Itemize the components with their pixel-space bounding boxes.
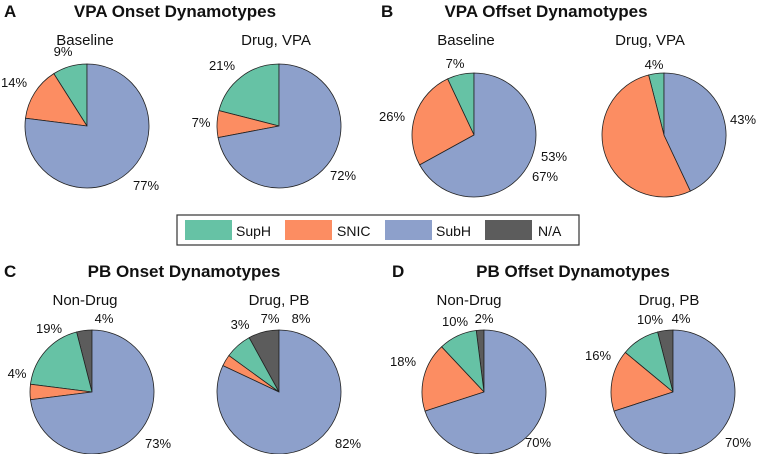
panel-c-title: PB Onset Dynamotypes	[88, 262, 281, 281]
panel-b-letter: B	[381, 2, 393, 21]
pct-label: 9%	[54, 44, 73, 59]
panel-b: B VPA Offset Dynamotypes Baseline Drug, …	[379, 2, 756, 198]
panel-d-pie2-subtitle: Drug, PB	[639, 292, 700, 309]
pie-slice-subh	[216, 329, 342, 454]
pie-slice-suph	[30, 331, 93, 393]
legend-label-subh: SubH	[436, 223, 471, 239]
pct-label: 19%	[36, 321, 62, 336]
pie-slice-subh	[419, 72, 537, 198]
legend-swatch-subh	[385, 220, 432, 240]
pct-label: 16%	[585, 348, 611, 363]
pct-label: 21%	[209, 58, 235, 73]
pie-d-drug	[610, 329, 736, 454]
pct-label: 43%	[730, 112, 756, 127]
pct-label: 14%	[1, 75, 27, 90]
legend-label-na: N/A	[538, 223, 562, 239]
legend: SupH SNIC SubH N/A	[176, 214, 580, 246]
pct-label: 3%	[231, 317, 250, 332]
panel-b-title: VPA Offset Dynamotypes	[444, 2, 647, 21]
pct-label: 4%	[645, 57, 664, 72]
pie-c-drug	[216, 329, 342, 454]
legend-swatch-suph	[185, 220, 232, 240]
pie-c-nondrug	[29, 329, 155, 454]
pct-label: 70%	[525, 435, 551, 450]
pie-b-drug	[601, 72, 727, 198]
pie-slice-subh	[217, 63, 342, 189]
pie-slice-subh	[613, 329, 736, 454]
pct-label: 7%	[192, 115, 211, 130]
pct-label: 73%	[145, 436, 171, 451]
panel-a-title: VPA Onset Dynamotypes	[74, 2, 276, 21]
panel-d-letter: D	[392, 262, 404, 281]
pie-slice-subh	[30, 329, 155, 454]
panel-c-pie1-subtitle: Non-Drug	[52, 292, 117, 309]
panel-c-letter: C	[4, 262, 16, 281]
pie-a-baseline	[24, 63, 150, 189]
panel-a-letter: A	[4, 2, 16, 21]
panel-b-pie1-subtitle: Baseline	[437, 32, 495, 49]
pct-label: 18%	[390, 354, 416, 369]
pct-label: 67%	[532, 169, 558, 184]
pie-slice-snic	[25, 73, 88, 127]
pct-label: 4%	[672, 311, 691, 326]
legend-label-snic: SNIC	[337, 223, 370, 239]
legend-swatch-na	[485, 220, 532, 240]
pct-label: 77%	[133, 178, 159, 193]
pct-label: 26%	[379, 109, 405, 124]
panel-c-pie2-subtitle: Drug, PB	[249, 292, 310, 309]
panel-c: C PB Onset Dynamotypes Non-Drug Drug, PB…	[4, 262, 361, 454]
pct-label: 82%	[335, 436, 361, 451]
panel-a: A VPA Onset Dynamotypes Baseline Drug, V…	[1, 2, 356, 193]
pie-slice-snic	[421, 346, 485, 412]
pie-slice-subh	[24, 63, 150, 189]
pie-slice-snic	[610, 351, 674, 412]
pie-b-baseline	[411, 72, 537, 198]
pct-label: 2%	[475, 311, 494, 326]
pie-slice-suph	[218, 63, 280, 127]
legend-swatch-snic	[285, 220, 332, 240]
pie-slice-snic	[601, 74, 691, 198]
pct-label: 10%	[442, 314, 468, 329]
pie-a-drug	[216, 63, 342, 189]
pct-label: 53%	[541, 149, 567, 164]
pct-label: 8%	[292, 311, 311, 326]
panel-a-pie2-subtitle: Drug, VPA	[241, 32, 311, 49]
panel-d-pie1-subtitle: Non-Drug	[436, 292, 501, 309]
pct-label: 70%	[725, 435, 751, 450]
legend-label-suph: SupH	[236, 223, 271, 239]
panel-d-title: PB Offset Dynamotypes	[476, 262, 670, 281]
pie-slice-subh	[663, 72, 727, 192]
pct-label: 7%	[446, 56, 465, 71]
pct-label: 4%	[95, 311, 114, 326]
pct-label: 4%	[8, 366, 27, 381]
panel-a-pie1-subtitle: Baseline	[56, 32, 114, 49]
pct-label: 72%	[330, 168, 356, 183]
pie-slice-subh	[424, 329, 547, 454]
pct-label: 7%	[261, 311, 280, 326]
panel-b-pie2-subtitle: Drug, VPA	[615, 32, 685, 49]
pie-d-nondrug	[421, 329, 547, 454]
pct-label: 10%	[637, 312, 663, 327]
panel-d: D PB Offset Dynamotypes Non-Drug Drug, P…	[390, 262, 751, 454]
